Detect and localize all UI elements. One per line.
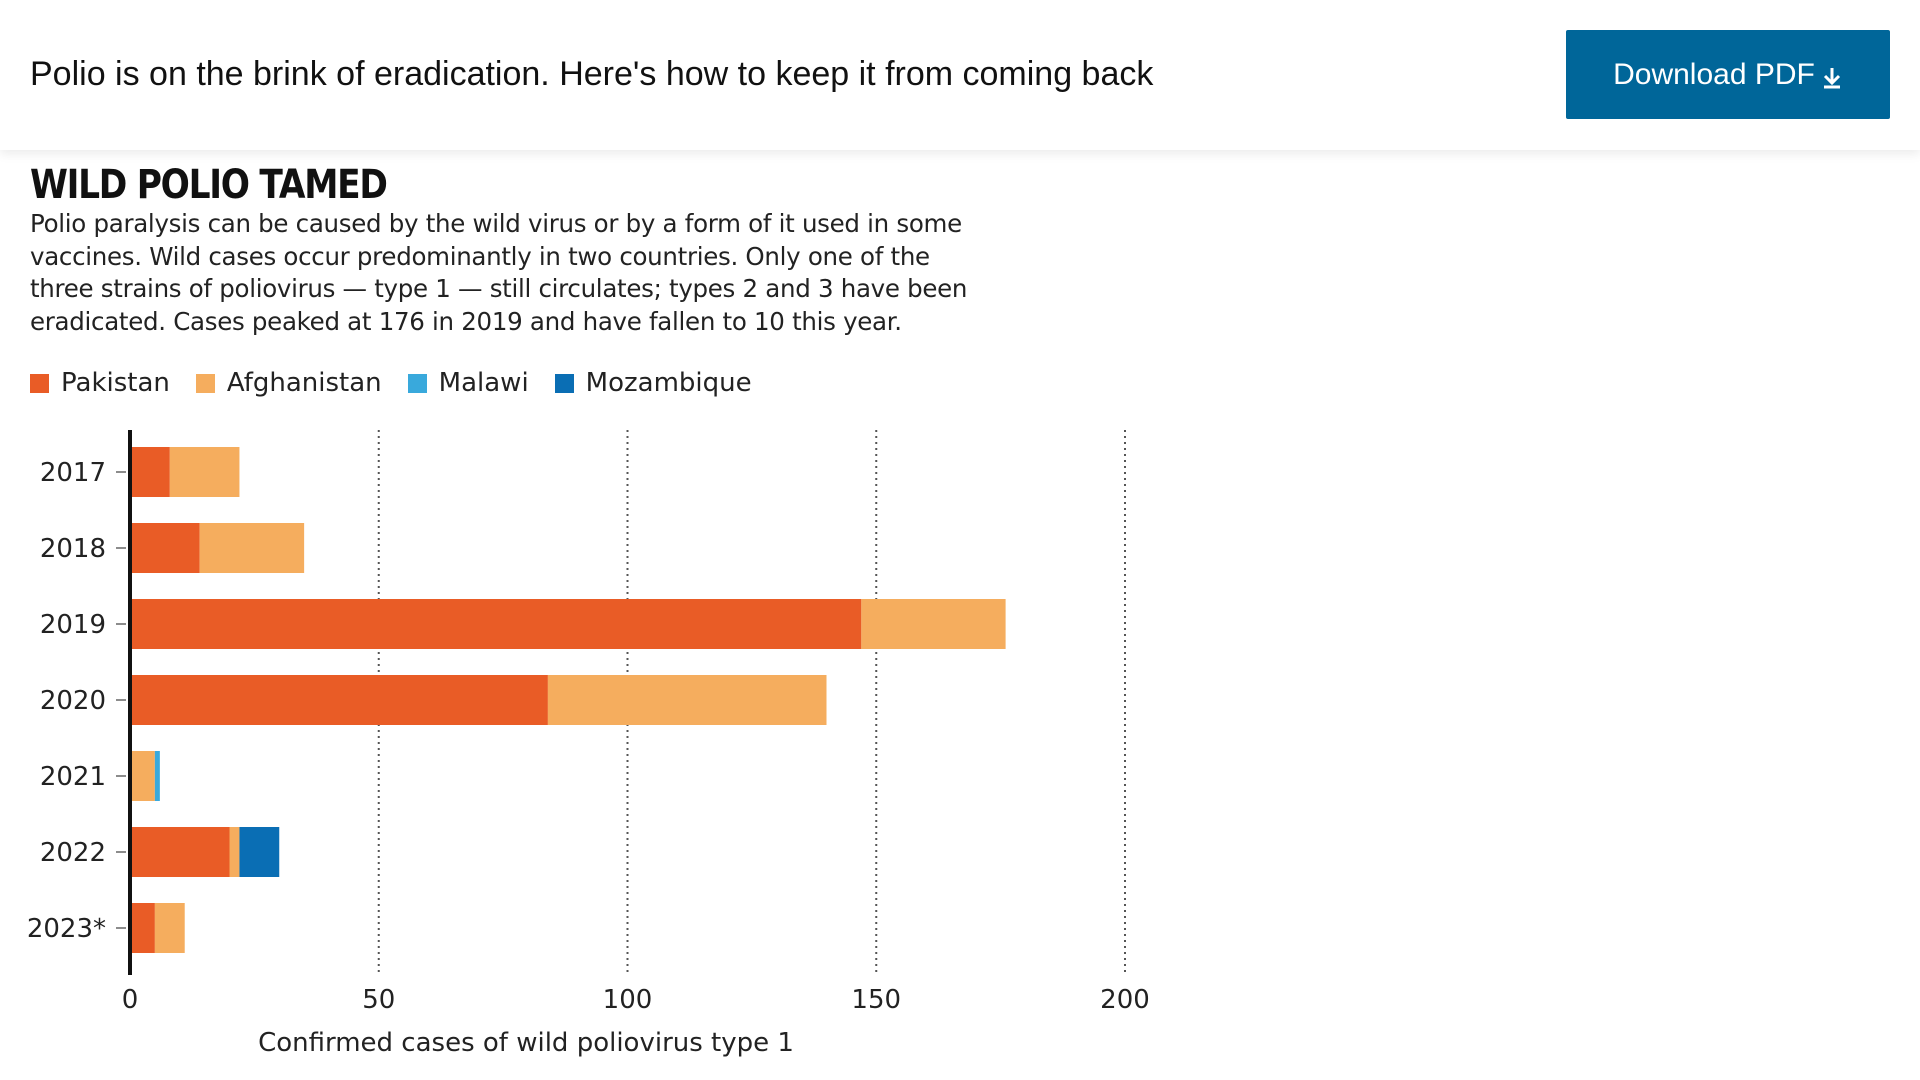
y-tick-label-2019: 2019 [40, 610, 106, 640]
chart-legend: Pakistan Afghanistan Malawi Mozambique [30, 365, 778, 401]
y-tick-label-2017: 2017 [40, 458, 106, 488]
x-tick-label-50: 50 [362, 985, 395, 1015]
legend-item-mozambique: Mozambique [554, 368, 752, 398]
bar-pakistan-2017 [130, 447, 170, 497]
article-title: Polio is on the brink of eradication. He… [30, 55, 1154, 93]
bar-afghanistan-2019 [861, 599, 1006, 649]
legend-label-pakistan: Pakistan [61, 368, 170, 398]
article-header: Polio is on the brink of eradication. He… [0, 0, 1920, 150]
y-tick-label-2023: 2023* [27, 914, 106, 944]
y-tick-label-2020: 2020 [40, 686, 106, 716]
bar-pakistan-2022 [130, 827, 230, 877]
x-tick-label-100: 100 [603, 985, 653, 1015]
bar-afghanistan-2022 [229, 827, 240, 877]
download-pdf-label: Download PDF [1613, 57, 1815, 91]
bar-malawi-2021 [154, 751, 160, 801]
bar-pakistan-2020 [130, 675, 548, 725]
download-arrow-icon [1823, 67, 1840, 88]
bar-afghanistan-2020 [547, 675, 827, 725]
x-tick-label-0: 0 [122, 985, 139, 1015]
x-tick-label-200: 200 [1100, 985, 1150, 1015]
bar-afghanistan-2023 [154, 903, 185, 953]
y-tick-label-2022: 2022 [40, 838, 106, 868]
legend-label-malawi: Malawi [438, 368, 529, 398]
legend-swatch-malawi [407, 373, 427, 393]
chart-title: WILD POLIO TAMED [30, 162, 388, 208]
legend-swatch-afghanistan [195, 373, 215, 393]
legend-label-afghanistan: Afghanistan [226, 368, 382, 398]
bar-chart: 2017 2018 2019 2020 2021 2022 2023* 0 50 100 150 20… [27, 430, 1150, 1058]
y-tick-label-2018: 2018 [40, 534, 106, 564]
x-axis-title: Confirmed cases of wild poliovirus type … [258, 1028, 794, 1058]
legend-label-mozambique: Mozambique [585, 368, 752, 398]
bar-pakistan-2019 [130, 599, 862, 649]
bar-afghanistan-2017 [169, 447, 240, 497]
chart-figure: WILD POLIO TAMED Polio paralysis can be … [0, 150, 1920, 1080]
bar-afghanistan-2018 [199, 523, 305, 573]
x-tick-label-150: 150 [851, 985, 901, 1015]
chart-subtitle: Polio paralysis can be caused by the wil… [30, 209, 968, 336]
bar-mozambique-2022 [239, 827, 280, 877]
bar-pakistan-2018 [130, 523, 200, 573]
legend-item-pakistan: Pakistan [30, 368, 170, 398]
bar-pakistan-2023 [130, 903, 155, 953]
y-tick-label-2021: 2021 [40, 762, 106, 792]
download-pdf-button[interactable]: Download PDF [1566, 30, 1890, 119]
legend-swatch-pakistan [30, 373, 49, 393]
legend-swatch-mozambique [554, 373, 574, 393]
legend-item-malawi: Malawi [407, 368, 529, 398]
legend-item-afghanistan: Afghanistan [195, 368, 382, 398]
bar-afghanistan-2021 [130, 751, 155, 801]
